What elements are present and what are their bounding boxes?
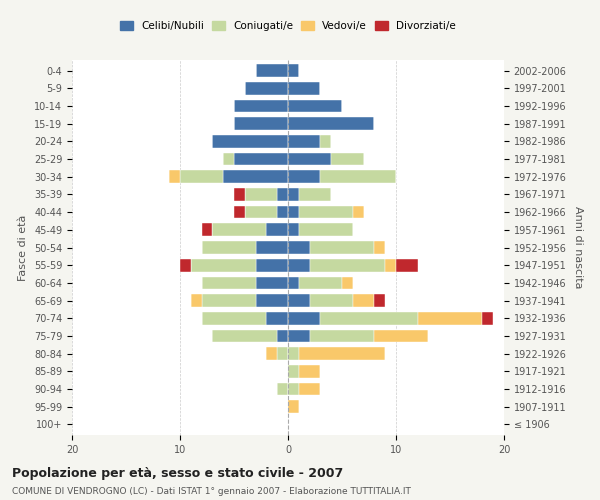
Bar bbox=[277, 188, 288, 201]
Bar bbox=[288, 82, 320, 94]
Bar bbox=[234, 206, 245, 218]
Bar bbox=[288, 330, 310, 342]
Bar bbox=[212, 224, 266, 236]
Bar bbox=[320, 135, 331, 147]
Bar bbox=[180, 170, 223, 183]
Bar bbox=[277, 330, 288, 342]
Bar bbox=[288, 64, 299, 77]
Bar bbox=[169, 170, 180, 183]
Bar bbox=[320, 170, 396, 183]
Bar bbox=[212, 135, 288, 147]
Bar bbox=[288, 259, 310, 272]
Bar bbox=[310, 259, 385, 272]
Bar bbox=[256, 241, 288, 254]
Bar bbox=[223, 152, 234, 166]
Y-axis label: Fasce di età: Fasce di età bbox=[19, 214, 28, 280]
Bar bbox=[353, 206, 364, 218]
Bar bbox=[288, 294, 310, 307]
Bar bbox=[288, 312, 320, 324]
Bar bbox=[353, 294, 374, 307]
Bar bbox=[299, 382, 320, 396]
Bar bbox=[374, 241, 385, 254]
Bar bbox=[288, 152, 331, 166]
Bar bbox=[202, 312, 266, 324]
Bar bbox=[288, 241, 310, 254]
Bar bbox=[288, 400, 299, 413]
Bar bbox=[266, 312, 288, 324]
Bar bbox=[299, 365, 320, 378]
Bar bbox=[288, 382, 299, 396]
Bar bbox=[212, 330, 277, 342]
Bar bbox=[288, 206, 299, 218]
Bar bbox=[191, 259, 256, 272]
Bar bbox=[202, 224, 212, 236]
Bar bbox=[288, 100, 342, 112]
Bar bbox=[266, 348, 277, 360]
Bar bbox=[234, 100, 288, 112]
Bar bbox=[191, 294, 202, 307]
Bar bbox=[385, 259, 396, 272]
Bar bbox=[288, 365, 299, 378]
Bar bbox=[288, 135, 320, 147]
Bar bbox=[288, 348, 299, 360]
Bar bbox=[288, 170, 320, 183]
Bar bbox=[288, 188, 299, 201]
Legend: Celibi/Nubili, Coniugati/e, Vedovi/e, Divorziati/e: Celibi/Nubili, Coniugati/e, Vedovi/e, Di… bbox=[116, 16, 460, 35]
Bar bbox=[245, 82, 288, 94]
Bar bbox=[396, 259, 418, 272]
Bar bbox=[299, 224, 353, 236]
Bar bbox=[310, 294, 353, 307]
Bar bbox=[234, 188, 245, 201]
Y-axis label: Anni di nascita: Anni di nascita bbox=[573, 206, 583, 289]
Bar bbox=[256, 276, 288, 289]
Bar bbox=[288, 276, 299, 289]
Bar bbox=[299, 188, 331, 201]
Text: COMUNE DI VENDROGNO (LC) - Dati ISTAT 1° gennaio 2007 - Elaborazione TUTTITALIA.: COMUNE DI VENDROGNO (LC) - Dati ISTAT 1°… bbox=[12, 488, 411, 496]
Bar bbox=[342, 276, 353, 289]
Bar bbox=[256, 294, 288, 307]
Bar bbox=[277, 348, 288, 360]
Bar bbox=[180, 259, 191, 272]
Bar bbox=[299, 276, 342, 289]
Bar bbox=[374, 294, 385, 307]
Bar bbox=[245, 206, 277, 218]
Bar bbox=[288, 224, 299, 236]
Bar bbox=[299, 206, 353, 218]
Bar bbox=[374, 330, 428, 342]
Bar bbox=[299, 348, 385, 360]
Bar bbox=[256, 64, 288, 77]
Bar bbox=[202, 294, 256, 307]
Bar bbox=[482, 312, 493, 324]
Bar bbox=[320, 312, 418, 324]
Text: Popolazione per età, sesso e stato civile - 2007: Popolazione per età, sesso e stato civil… bbox=[12, 468, 343, 480]
Bar bbox=[234, 152, 288, 166]
Bar bbox=[234, 118, 288, 130]
Bar bbox=[331, 152, 364, 166]
Bar bbox=[202, 276, 256, 289]
Bar bbox=[288, 118, 374, 130]
Bar bbox=[277, 382, 288, 396]
Bar bbox=[202, 241, 256, 254]
Bar bbox=[266, 224, 288, 236]
Bar bbox=[245, 188, 277, 201]
Bar bbox=[418, 312, 482, 324]
Bar bbox=[310, 241, 374, 254]
Bar bbox=[310, 330, 374, 342]
Bar bbox=[223, 170, 288, 183]
Bar bbox=[277, 206, 288, 218]
Bar bbox=[256, 259, 288, 272]
